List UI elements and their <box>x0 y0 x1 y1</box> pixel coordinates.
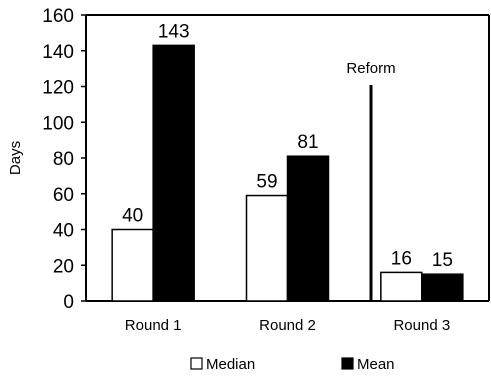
y-tick-label: 120 <box>42 78 74 99</box>
data-label-mean-2: 81 <box>297 132 318 153</box>
bar-median-1 <box>111 228 154 302</box>
data-label-median-3: 16 <box>391 248 412 269</box>
legend-swatch-mean <box>341 357 354 370</box>
reform-annotation: Reform <box>346 60 395 77</box>
y-axis-label: Days <box>7 141 24 175</box>
legend-label-mean: Mean <box>357 356 395 373</box>
data-label-median-1: 40 <box>122 206 143 227</box>
bar-median-2 <box>245 194 289 302</box>
y-tick-label: 20 <box>53 256 74 277</box>
x-category-label: Round 2 <box>259 317 316 334</box>
y-axis-ticks: 0 20 40 60 80 100 120 140 160 <box>42 6 86 313</box>
y-tick-label: 100 <box>42 113 74 134</box>
data-label-mean-1: 143 <box>158 21 190 42</box>
y-tick-label: 80 <box>53 149 74 170</box>
bar-mean-2 <box>286 155 330 302</box>
data-label-mean-3: 15 <box>432 250 453 271</box>
legend-label-median: Median <box>206 356 255 373</box>
y-tick-label: 140 <box>42 42 74 63</box>
bar-median-3 <box>380 271 423 302</box>
y-tick-label: 60 <box>53 185 74 206</box>
bar-mean-3 <box>421 273 464 302</box>
y-tick-label: 40 <box>53 221 74 242</box>
data-labels: 40 143 59 81 16 15 <box>122 21 453 271</box>
bar-mean-1 <box>152 44 195 302</box>
y-tick-label: 0 <box>63 292 74 313</box>
x-category-label: Round 1 <box>125 317 182 334</box>
legend-swatch-median <box>190 357 203 370</box>
legend: Median Mean <box>190 356 395 373</box>
x-category-label: Round 3 <box>393 317 450 334</box>
data-label-median-2: 59 <box>256 172 277 193</box>
category-labels: Round 1 Round 2 Round 3 <box>125 317 450 334</box>
y-tick-label: 160 <box>42 6 74 27</box>
bars-group <box>111 44 464 302</box>
